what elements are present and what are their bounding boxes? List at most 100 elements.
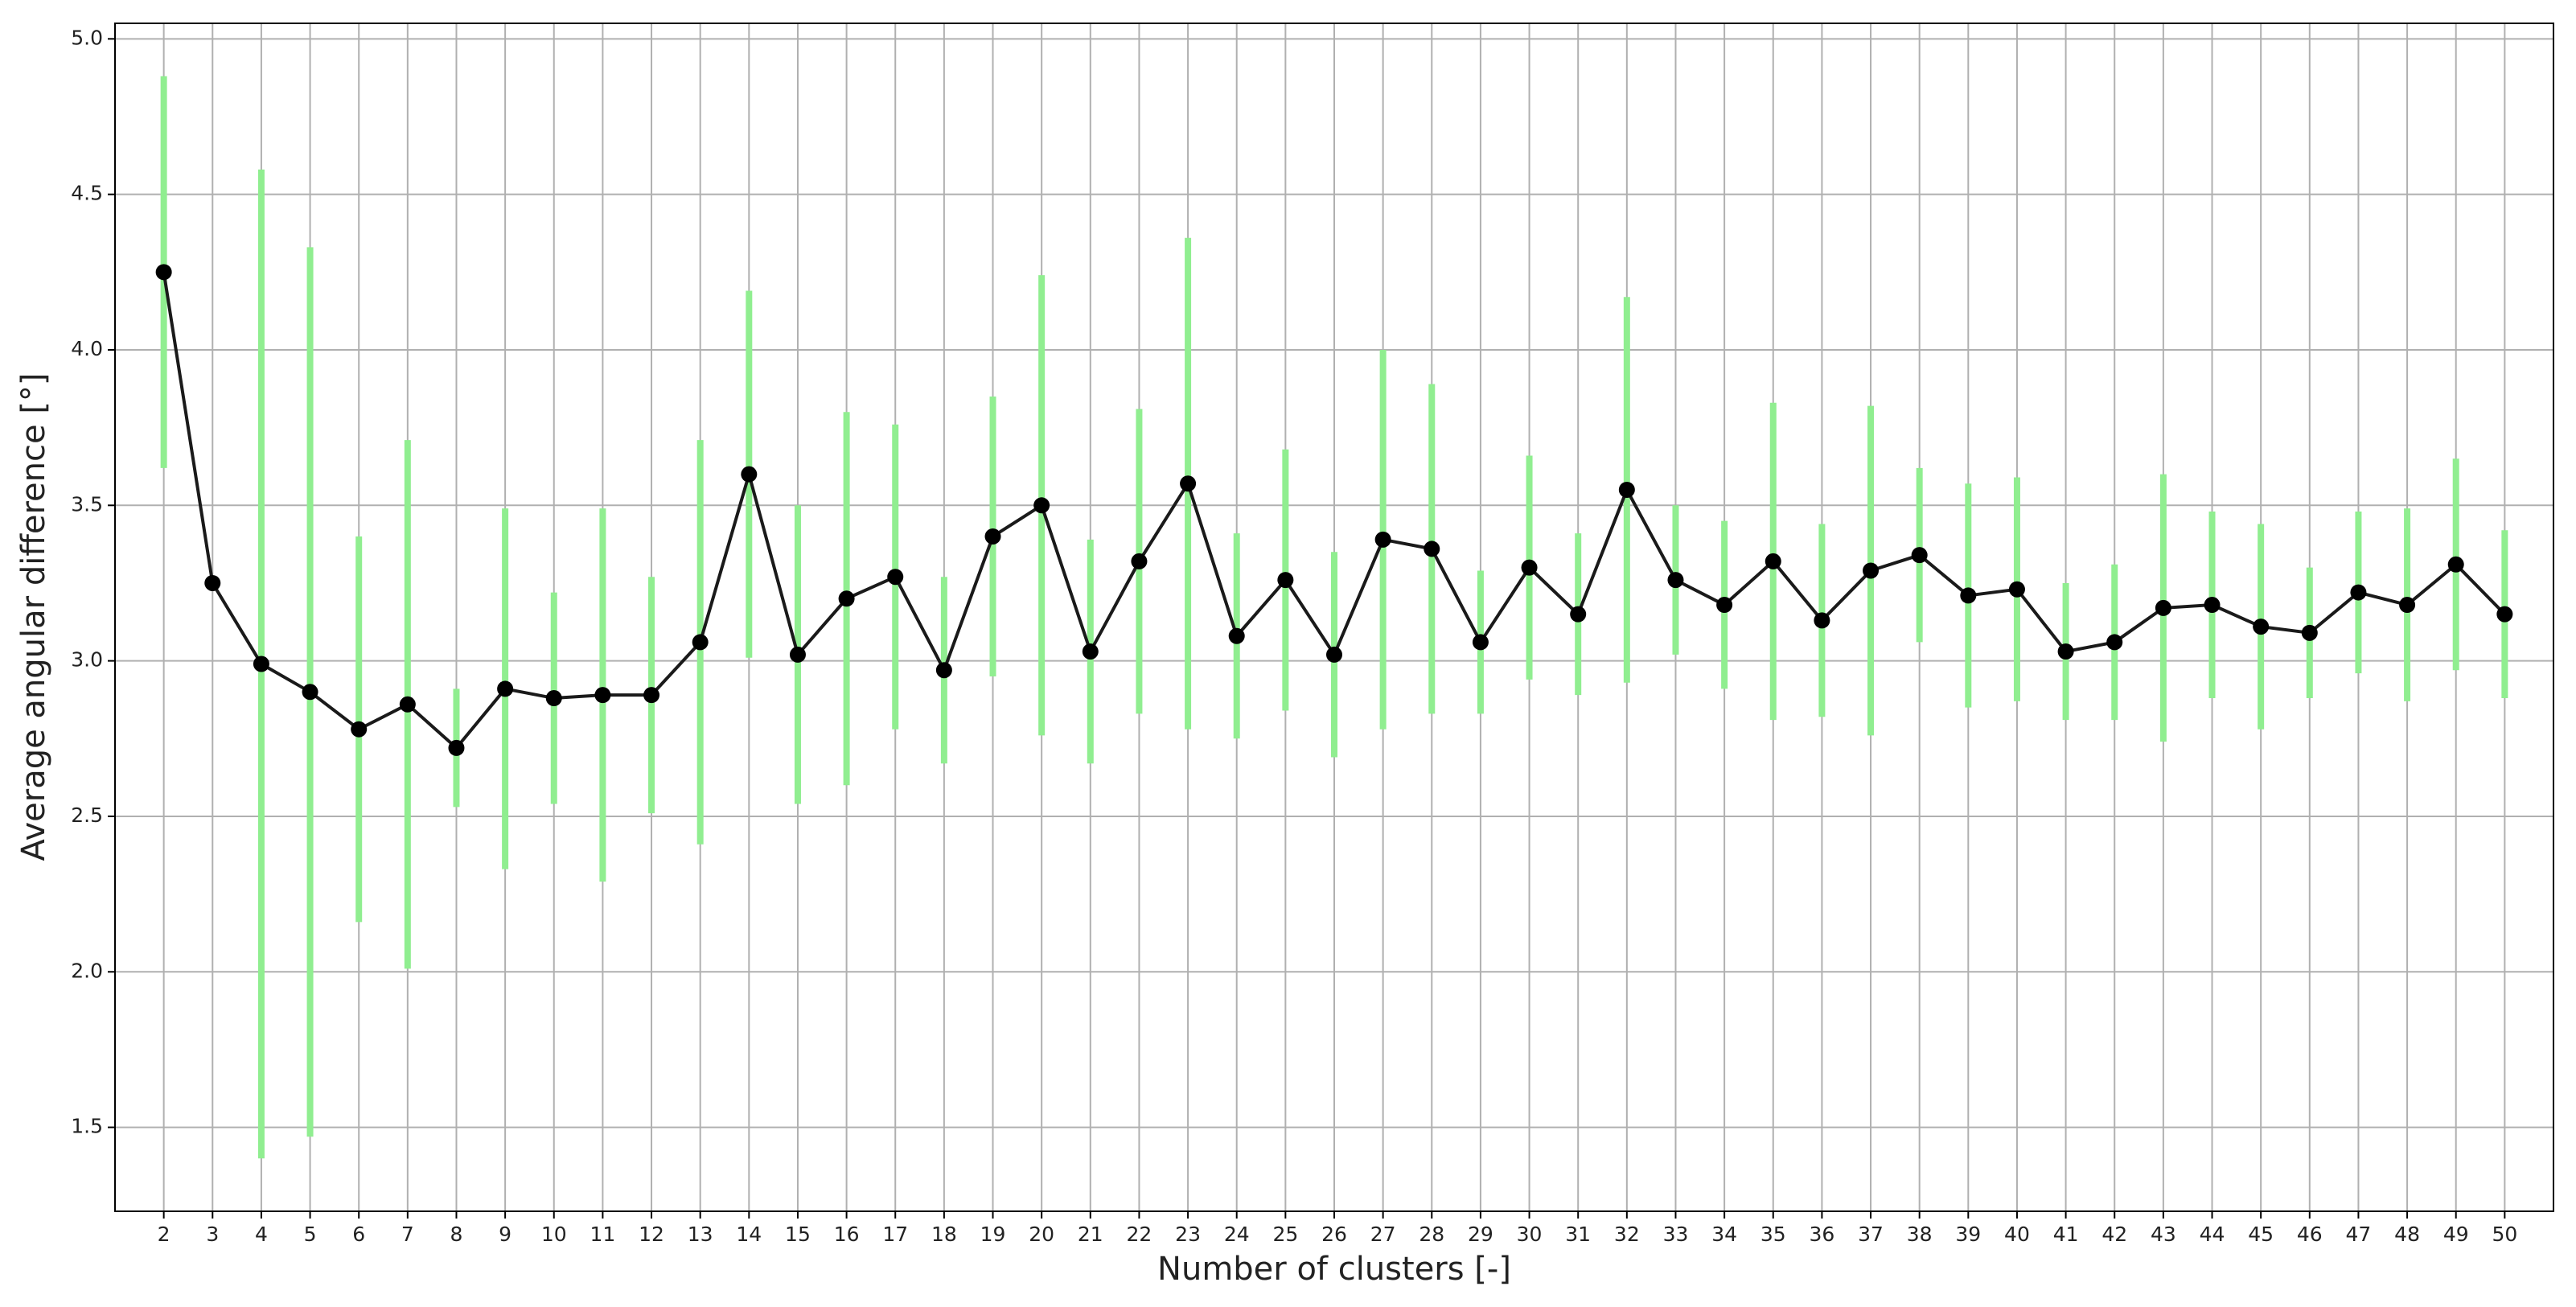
marker [1472, 634, 1489, 651]
x-tick-label: 15 [785, 1223, 811, 1246]
marker [1082, 643, 1099, 660]
x-tick-label: 8 [450, 1223, 463, 1246]
x-tick-label: 40 [2004, 1223, 2030, 1246]
marker [643, 687, 660, 704]
marks [155, 76, 2513, 1159]
x-tick-label: 30 [1517, 1223, 1543, 1246]
marker [2350, 584, 2367, 601]
x-tick-label: 26 [1321, 1223, 1347, 1246]
x-tick-label: 42 [2101, 1223, 2127, 1246]
marker [1618, 481, 1635, 498]
x-tick-label: 7 [401, 1223, 414, 1246]
y-tick-label: 4.0 [71, 337, 103, 360]
x-tick-label: 24 [1224, 1223, 1250, 1246]
marker [984, 528, 1001, 545]
x-tick-label: 22 [1127, 1223, 1152, 1246]
x-tick-label: 6 [352, 1223, 365, 1246]
marker [399, 696, 416, 713]
x-tick-label: 17 [882, 1223, 908, 1246]
x-tick-label: 28 [1419, 1223, 1444, 1246]
x-axis-label: Number of clusters [-] [1157, 1251, 1511, 1288]
x-tick-label: 46 [2297, 1223, 2323, 1246]
x-tick-label: 48 [2394, 1223, 2420, 1246]
marker [1570, 606, 1587, 623]
marker [887, 569, 904, 586]
y-tick-label: 1.5 [71, 1115, 103, 1138]
x-tick-label: 21 [1078, 1223, 1103, 1246]
marker [1131, 553, 1148, 569]
x-tick-label: 41 [2053, 1223, 2079, 1246]
marker [351, 721, 368, 738]
marker [497, 680, 514, 697]
y-tick-label: 5.0 [71, 26, 103, 49]
y-tick-label: 2.5 [71, 804, 103, 827]
x-tick-label: 37 [1858, 1223, 1884, 1246]
x-tick-label: 11 [590, 1223, 615, 1246]
marker [2204, 597, 2221, 614]
marker [1667, 572, 1684, 589]
x-tick-label: 16 [834, 1223, 860, 1246]
marker [1814, 612, 1830, 629]
marker [1765, 553, 1781, 569]
marker [1228, 627, 1245, 644]
marker [935, 662, 952, 679]
x-tick-label: 23 [1175, 1223, 1201, 1246]
marker [2008, 581, 2025, 598]
marker [2057, 643, 2074, 660]
marker [302, 684, 318, 701]
x-tick-label: 34 [1711, 1223, 1737, 1246]
marker [594, 687, 611, 704]
x-tick-label: 9 [499, 1223, 512, 1246]
marker [741, 466, 758, 483]
x-tick-label: 35 [1760, 1223, 1786, 1246]
marker [155, 264, 172, 281]
x-tick-label: 43 [2151, 1223, 2176, 1246]
marker [204, 574, 221, 591]
x-tick-label: 45 [2248, 1223, 2274, 1246]
x-tick-label: 31 [1565, 1223, 1591, 1246]
x-tick-label: 2 [158, 1223, 171, 1246]
x-tick-label: 3 [206, 1223, 219, 1246]
x-tick-label: 49 [2443, 1223, 2469, 1246]
marker [253, 656, 269, 672]
y-tick-label: 4.5 [71, 182, 103, 205]
marker [1180, 475, 1197, 492]
marker [2399, 597, 2416, 614]
marker [1863, 562, 1880, 579]
plot-frame [114, 23, 2554, 1212]
x-tick-label: 27 [1370, 1223, 1396, 1246]
x-tick-label: 47 [2346, 1223, 2372, 1246]
marker [1521, 559, 1538, 576]
x-tick-label: 19 [980, 1223, 1006, 1246]
x-tick-label: 36 [1809, 1223, 1834, 1246]
x-tick-label: 38 [1907, 1223, 1933, 1246]
marker [545, 690, 562, 707]
marker [1960, 587, 1977, 604]
x-tick-label: 29 [1468, 1223, 1493, 1246]
x-tick-label: 13 [688, 1223, 713, 1246]
y-axis-label: Average angular difference [°] [15, 372, 52, 861]
marker [2301, 624, 2318, 641]
marker [448, 739, 465, 756]
y-tick-label: 2.0 [71, 959, 103, 982]
marker [2496, 606, 2513, 623]
x-tick-label: 50 [2492, 1223, 2517, 1246]
marker [1424, 540, 1440, 557]
y-tick-label: 3.5 [71, 492, 103, 516]
x-tick-label: 18 [931, 1223, 957, 1246]
x-tick-label: 39 [1955, 1223, 1981, 1246]
marker [838, 590, 855, 607]
marker [1326, 646, 1342, 663]
x-tick-label: 33 [1663, 1223, 1689, 1246]
marker [1911, 547, 1928, 564]
marker [2253, 619, 2270, 635]
x-tick-label: 25 [1272, 1223, 1298, 1246]
x-tick-label: 20 [1029, 1223, 1054, 1246]
y-tick-label: 3.0 [71, 648, 103, 672]
marker [1374, 531, 1391, 548]
marker [1033, 497, 1050, 514]
x-tick-label: 44 [2200, 1223, 2225, 1246]
marker [2155, 599, 2171, 616]
x-tick-label: 32 [1614, 1223, 1640, 1246]
